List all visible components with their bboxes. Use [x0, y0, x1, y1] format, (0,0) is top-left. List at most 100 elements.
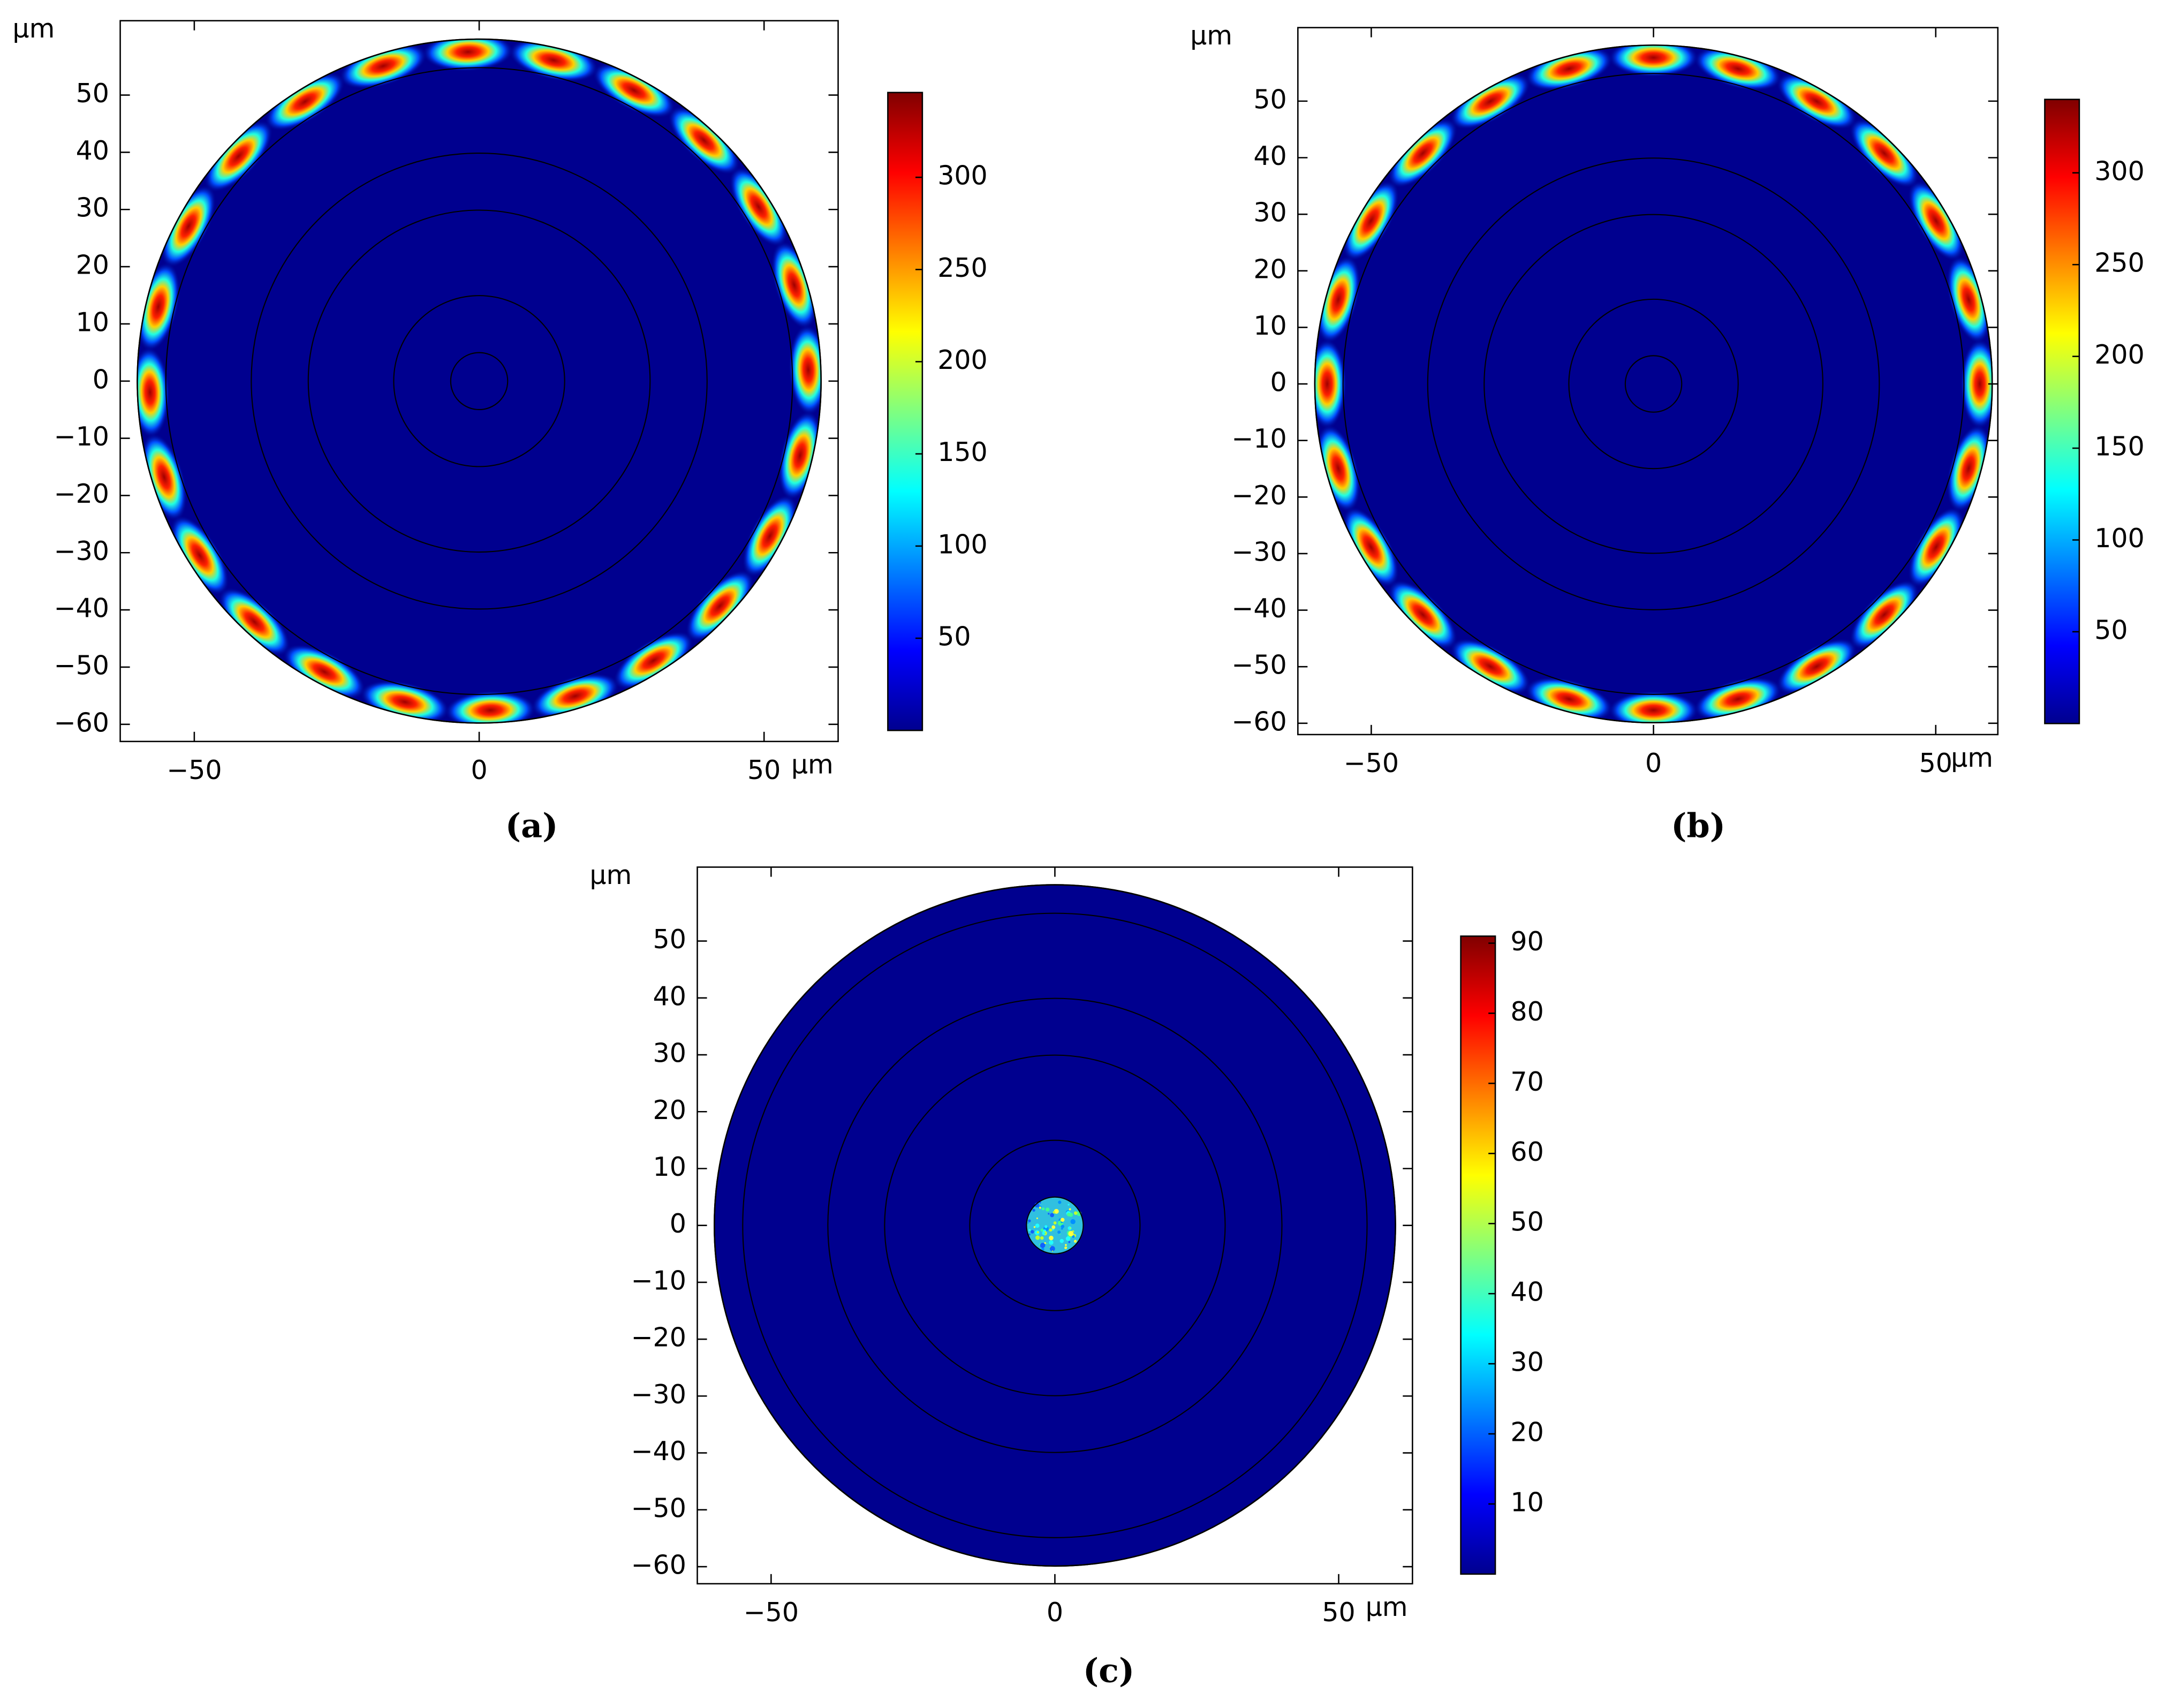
field-pattern: [137, 39, 821, 723]
y-tick-label: −50: [631, 1493, 686, 1523]
speckle: [1051, 1225, 1056, 1229]
y-tick-label: 30: [653, 1038, 686, 1069]
speckle: [1028, 1233, 1031, 1236]
speckle: [1036, 1217, 1038, 1219]
boundary: [393, 295, 565, 467]
y-tick-label: 10: [653, 1152, 686, 1182]
boundary: [1427, 157, 1880, 610]
y-axis-label: μm: [1190, 20, 1232, 51]
boundary: [137, 38, 822, 724]
x-axis-label: μm: [1366, 1592, 1408, 1622]
speckle: [1035, 1223, 1040, 1228]
y-tick-label: 10: [1253, 311, 1286, 341]
speckle: [1027, 1222, 1029, 1224]
y-tick-label: −30: [1231, 536, 1286, 567]
speckle: [1061, 1225, 1065, 1228]
x-axis-label: μm: [791, 750, 834, 780]
hot-spot: [1907, 180, 1964, 261]
hot-spot: [685, 570, 754, 642]
y-tick-label: −40: [1231, 593, 1286, 624]
colorbar-tick-label: 250: [2094, 248, 2144, 278]
panel: −50 0 50 −60 −50 −40 −30 −20 −10 0 10 20 30 40 50 μm μm 5…: [12, 13, 987, 845]
colorbar-tick-label: 80: [1510, 996, 1543, 1027]
hot-spot: [1776, 73, 1857, 130]
y-tick-label: 40: [653, 981, 686, 1011]
y-tick-label: 0: [93, 364, 109, 395]
y-tick-label: −60: [1231, 706, 1286, 737]
speckle: [1045, 1207, 1050, 1212]
hot-spot: [170, 515, 229, 596]
colorbar: [1460, 935, 1496, 1575]
colorbar-tick-label: 200: [937, 345, 988, 375]
speckle: [1051, 1250, 1054, 1252]
boundary: [1568, 298, 1739, 470]
speckle: [1044, 1242, 1046, 1244]
speckle: [1060, 1218, 1065, 1222]
y-tick-label: −60: [54, 707, 109, 738]
y-tick-label: −30: [631, 1379, 686, 1410]
speckle: [1040, 1243, 1046, 1248]
hot-spot: [1388, 580, 1458, 649]
colorbar-tick-label: 100: [2094, 523, 2144, 554]
y-axis-label: μm: [12, 13, 55, 44]
hot-spot: [1388, 118, 1458, 188]
speckle: [1066, 1213, 1071, 1216]
speckle: [1073, 1211, 1078, 1215]
y-tick-label: 30: [1253, 198, 1286, 228]
speckle: [1073, 1240, 1077, 1243]
speckle: [1049, 1228, 1053, 1232]
colorbar-tick-label: 70: [1510, 1067, 1543, 1097]
x-tick-label: −50: [744, 1597, 799, 1628]
speckle: [1065, 1244, 1067, 1246]
speckle: [1036, 1231, 1039, 1234]
speckle: [1028, 1229, 1031, 1231]
y-tick-label: −50: [1231, 650, 1286, 681]
speckle: [1053, 1211, 1056, 1214]
hot-spot: [729, 167, 788, 247]
colorbar-tick-label: 90: [1510, 926, 1543, 957]
speckle: [1050, 1213, 1055, 1218]
y-tick-label: 50: [1253, 84, 1286, 115]
speckle: [1068, 1204, 1070, 1206]
y-tick-label: 20: [76, 250, 109, 281]
speckle: [1070, 1219, 1076, 1225]
boundary: [884, 1054, 1226, 1396]
speckle: [1049, 1240, 1054, 1245]
y-tick-label: 40: [76, 135, 109, 166]
y-tick-label: 30: [76, 193, 109, 223]
speckle: [1044, 1225, 1048, 1228]
hot-spot: [1343, 180, 1399, 261]
speckle: [1040, 1236, 1044, 1240]
hot-spot: [1314, 338, 1346, 429]
colorbar-tick-label: 100: [937, 529, 988, 560]
colorbar-tick-label: 50: [937, 622, 971, 652]
y-tick-label: −20: [1231, 480, 1286, 511]
y-tick-label: −50: [54, 650, 109, 681]
speckle: [1033, 1226, 1036, 1228]
colorbar-tick-label: 30: [1510, 1347, 1543, 1378]
speckle: [1039, 1206, 1041, 1209]
y-tick-label: 20: [1253, 254, 1286, 284]
colorbar-tick-label: 200: [2094, 339, 2144, 370]
x-tick-label: 0: [1047, 1597, 1063, 1628]
panel: −50 0 50 −60 −50 −40 −30 −20 −10 0 10 20 30 40 50 μm μm 1…: [589, 860, 1543, 1690]
speckle: [1039, 1201, 1041, 1204]
y-tick-label: 50: [653, 924, 686, 955]
hot-spot: [204, 120, 273, 192]
hot-spot: [613, 631, 694, 690]
boundary: [1342, 73, 1965, 695]
y-tick-label: −30: [54, 536, 109, 566]
speckle: [1069, 1227, 1071, 1229]
boundary: [307, 209, 651, 553]
colorbar-tick-label: 10: [1510, 1487, 1543, 1517]
panel-label: (b): [1671, 806, 1725, 845]
y-tick-label: −60: [631, 1550, 686, 1581]
speckle: [1030, 1230, 1034, 1234]
field-pattern: [1026, 1197, 1084, 1254]
y-tick-label: −10: [1231, 424, 1286, 454]
boundary: [1624, 355, 1683, 413]
y-tick-label: 0: [670, 1208, 686, 1239]
boundary: [969, 1139, 1141, 1311]
boundary: [251, 153, 708, 610]
speckle: [1069, 1208, 1071, 1211]
